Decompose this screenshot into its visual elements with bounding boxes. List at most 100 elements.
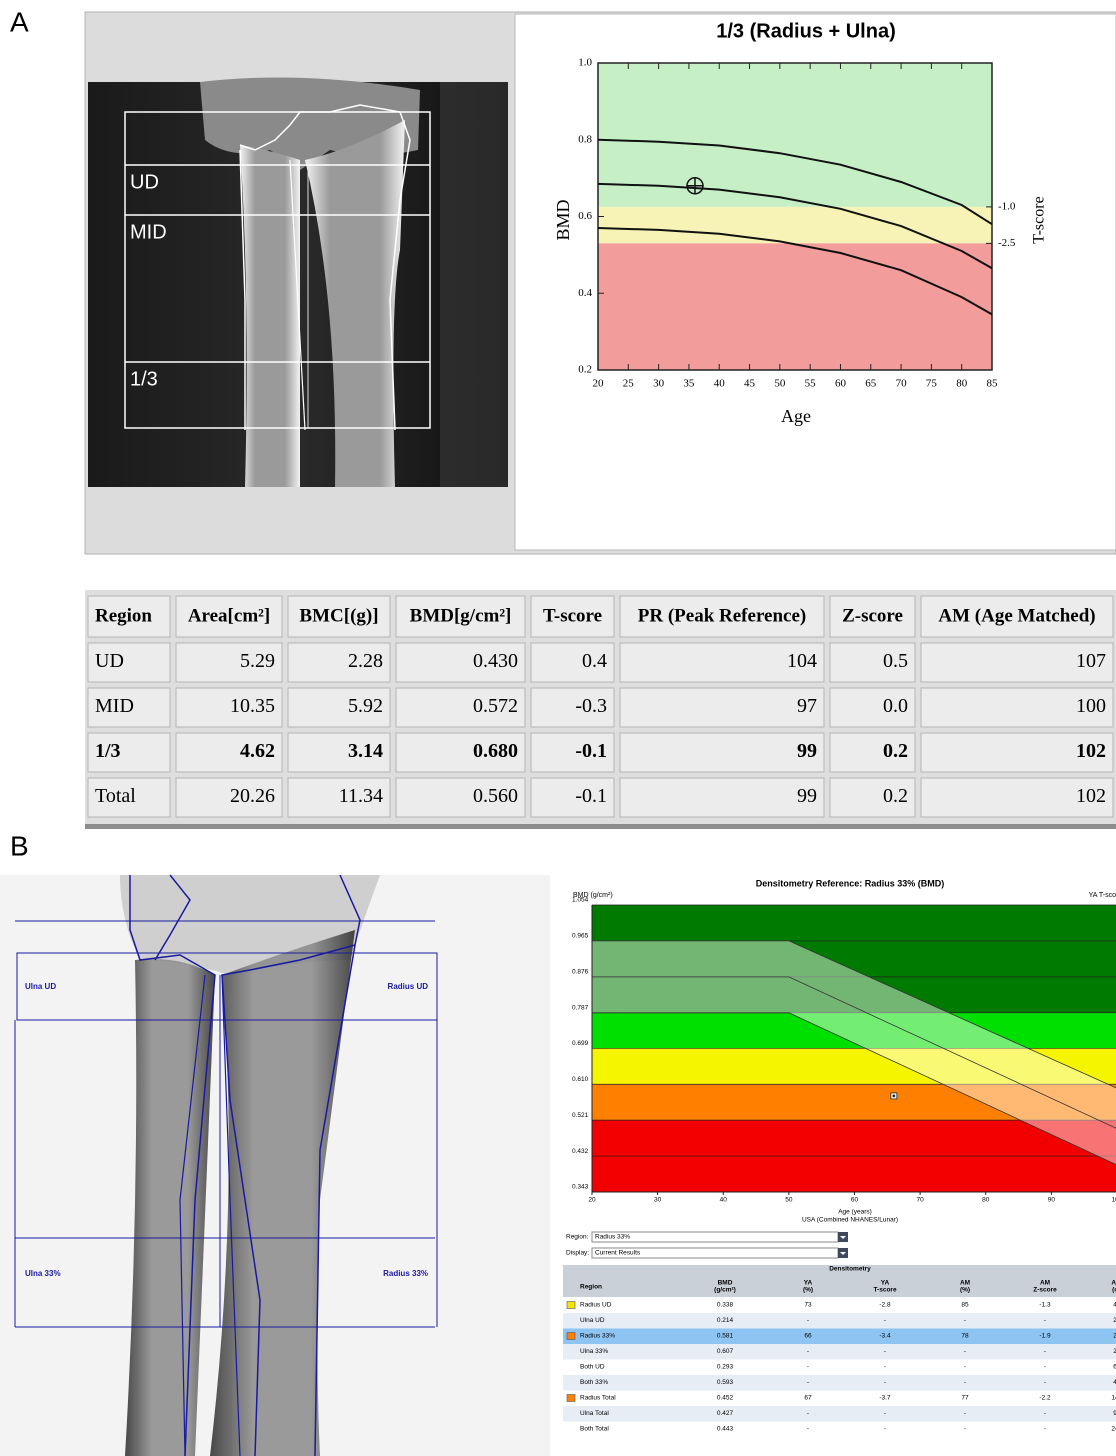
table-cell-text: - (964, 1410, 966, 1417)
y-tick-label: 0.965 (572, 933, 589, 940)
table-cell-text: UD (95, 650, 124, 672)
table-row[interactable] (563, 1313, 1116, 1329)
panel-label: B (10, 830, 29, 861)
select-value[interactable]: Radius 33% (595, 1234, 630, 1241)
x-tick-label: 90 (1048, 1197, 1056, 1204)
table-cell (620, 733, 824, 772)
table-cell-text: - (1044, 1317, 1046, 1324)
table-cell-text: -1.3 (1039, 1302, 1051, 1309)
y-tick-label: 0.787 (572, 1004, 589, 1011)
select-value[interactable]: Current Results (595, 1250, 641, 1257)
table-cell-text: Both 33% (580, 1379, 608, 1386)
x-tick-label: 20 (593, 378, 605, 390)
page: { "panel_a": { "label": "A", "image_labe… (0, 0, 1116, 1456)
table-cell-text: 4.62 (240, 740, 275, 762)
y-tick-label: 1.0 (578, 57, 592, 69)
column-header: T-score (873, 1287, 897, 1294)
control-label: Region: (566, 1234, 589, 1241)
column-header: BMD (718, 1280, 733, 1287)
x-tick-label: 70 (896, 378, 908, 390)
table-cell-text: Radius 33% (580, 1333, 615, 1340)
table-cell-text: Ulna UD (580, 1317, 605, 1324)
chart-subtitle: USA (Combined NHANES/Lunar) (802, 1217, 898, 1224)
table-cell-text: 0.607 (717, 1348, 734, 1355)
x-tick-label: 60 (835, 378, 847, 390)
table-cell-text: Ulna 33% (580, 1348, 608, 1355)
table-cell-text: 100 (1076, 695, 1106, 717)
x-tick-label: 45 (744, 378, 756, 390)
x-tick-label: 65 (865, 378, 877, 390)
table-cell-text: 77 (961, 1395, 969, 1402)
table-b: DensitometryRegionBMD(g/cm²)YA(%)YAT-sco… (563, 1265, 1116, 1437)
table-cell-text: 99 (797, 740, 817, 762)
table-row[interactable] (563, 1344, 1116, 1360)
table-row[interactable] (563, 1298, 1116, 1314)
y-tick-label: 0.4 (578, 287, 592, 299)
y-tick-label: 0.6 (578, 210, 592, 222)
table-cell-text: - (964, 1348, 966, 1355)
table-cell-text: 11.34 (339, 785, 383, 807)
table-row[interactable] (563, 1422, 1116, 1438)
region-label: 1/3 (130, 368, 158, 390)
table-cell-text: 102 (1076, 785, 1106, 807)
table-cell-text: 10.35 (230, 695, 275, 717)
x-tick-label: 40 (714, 378, 726, 390)
x-tick-label: 85 (987, 378, 999, 390)
column-header: YA (881, 1280, 890, 1287)
table-cell-text: 5.92 (348, 695, 383, 717)
column-header: Z-score (1033, 1287, 1057, 1294)
table-cell-text: -0.3 (575, 695, 607, 717)
table-cell-text: 0.5 (883, 650, 908, 672)
column-header: AM (960, 1280, 970, 1287)
table-cell-text: Total (95, 785, 136, 807)
chart-title: Densitometry Reference: Radius 33% (BMD) (756, 878, 945, 888)
right-tick-label: -2.5 (998, 237, 1016, 249)
table-cell (620, 778, 824, 817)
column-header: (g/cm²) (714, 1287, 736, 1294)
table-cell-text: 1/3 (95, 740, 121, 762)
zone-band (598, 243, 992, 370)
region-label: Ulna UD (25, 982, 56, 991)
column-header: Region (95, 605, 152, 626)
table-cell-text: 0.427 (717, 1410, 734, 1417)
table-cell-text: 0.293 (717, 1364, 734, 1371)
table-cell-text: - (1044, 1426, 1046, 1433)
table-cell-text: - (884, 1379, 886, 1386)
table-cell (620, 688, 824, 727)
table-cell-text: 0.214 (717, 1317, 734, 1324)
table-row[interactable] (563, 1360, 1116, 1376)
table-row[interactable] (563, 1391, 1116, 1407)
table-cell-text: 85 (961, 1302, 969, 1309)
table-cell-text: - (807, 1317, 809, 1324)
x-tick-label: 35 (683, 378, 695, 390)
control-label: Display: (566, 1250, 589, 1257)
table-cell-text: -1.9 (1039, 1333, 1051, 1340)
table-cell-text: - (807, 1379, 809, 1386)
x-tick-label: 60 (851, 1197, 859, 1204)
table-cell-text: 99 (797, 785, 817, 807)
table-bottom-bar (85, 824, 1116, 829)
table-cell-text: 107 (1076, 650, 1106, 672)
x-tick-label: 75 (926, 378, 938, 390)
table-cell-text: 73 (804, 1302, 812, 1309)
table-cell-text: -2.8 (879, 1302, 891, 1309)
table-row[interactable] (563, 1375, 1116, 1391)
table-cell-text: - (964, 1317, 966, 1324)
table-row[interactable] (563, 1406, 1116, 1422)
status-flag (567, 1395, 575, 1402)
region-label: MID (130, 221, 167, 243)
column-header: YA (804, 1280, 813, 1287)
y-tick-label: 0.432 (572, 1148, 589, 1155)
x-tick-label: 80 (982, 1197, 990, 1204)
column-header: PR (Peak Reference) (638, 605, 806, 626)
y-tick-label: 0.343 (572, 1184, 589, 1191)
x-axis-title: Age (781, 406, 811, 426)
table-cell-text: 14 (1111, 1395, 1116, 1402)
table-cell-text: 104 (787, 650, 817, 672)
table-cell-text: 0.572 (473, 695, 518, 717)
column-header: Area[cm²] (188, 605, 270, 626)
table-cell-text: 3.14 (348, 740, 383, 762)
table-row[interactable] (563, 1329, 1116, 1345)
y-axis-title: BMD (553, 199, 573, 240)
